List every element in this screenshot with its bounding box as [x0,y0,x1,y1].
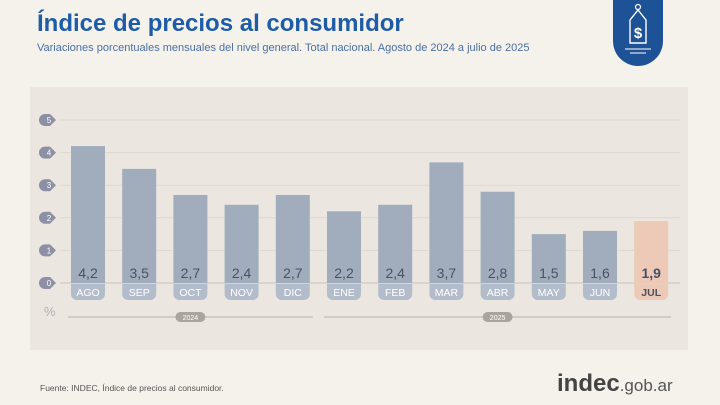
bar-abr [480,191,515,283]
x-tick-label: SEP [129,287,150,299]
y-tick-label: 3 [47,181,52,190]
x-tick-pill [122,284,157,300]
page-subtitle: Variaciones porcentuales mensuales del n… [37,42,530,54]
data-label: 1,9 [641,265,661,281]
x-tick-label: JUN [590,287,610,299]
y-tick-marker [39,211,56,224]
year-pill [482,312,513,322]
y-tick-marker [39,179,56,192]
data-label: 2,7 [181,265,201,281]
data-label: 2,4 [232,265,252,281]
y-tick-marker [39,114,56,126]
x-tick-pill [531,284,566,300]
x-tick-label: OCT [179,287,202,299]
year-label: 2025 [490,315,506,322]
x-tick-label: ENE [333,287,355,299]
y-tick-marker [39,277,56,289]
data-label: 2,7 [283,265,303,281]
x-tick-pill [173,284,208,300]
year-pill [175,312,206,322]
data-label: 2,4 [385,265,405,281]
bar-ene [327,211,361,283]
data-label: 2,8 [488,265,508,281]
bar-feb [378,204,413,283]
y-tick-label: 4 [47,149,52,158]
svg-text:$: $ [634,25,643,42]
x-tick-label: NOV [230,287,253,299]
x-tick-pill [634,284,669,300]
x-tick-label: DIC [284,287,303,299]
bar-ago [71,146,105,283]
x-tick-pill [378,284,413,300]
chart-panel: 0 1 2 3 4 5% 4,2 AGO 3,5 SEP 2,7 OCT 2,4 NOV 2,7 DIC 2,2… [30,87,688,350]
y-tick-label: 1 [47,246,52,255]
page-title: Índice de precios al consumidor [37,10,404,37]
x-tick-pill [327,284,361,300]
x-tick-label: MAY [538,287,560,299]
bar-jun [583,230,617,283]
data-label: 1,5 [539,265,559,281]
x-tick-label: JUL [641,287,661,299]
indec-logo[interactable]: indec.gob.ar [557,370,673,398]
bar-jul [634,221,669,283]
bar-sep [122,168,157,283]
year-label: 2024 [183,315,199,322]
y-tick-label: 2 [47,214,52,223]
bar-nov [224,204,259,283]
x-tick-label: AGO [76,287,99,299]
data-label: 3,5 [129,265,149,281]
price-tag-badge: $ [613,0,663,66]
x-tick-pill [71,284,105,300]
x-tick-pill [429,284,464,300]
bar-dic [275,194,310,283]
y-tick-label: 0 [47,279,52,288]
source-note: Fuente: INDEC, Índice de precios al cons… [40,383,224,393]
data-label: 1,6 [590,265,610,281]
data-label: 4,2 [78,265,98,281]
x-tick-pill [224,284,259,300]
x-tick-pill [275,284,310,300]
price-tag-icon: $ [625,3,651,54]
x-tick-label: MAR [435,287,459,299]
x-tick-pill [583,284,617,300]
logo-main: indec [557,370,620,397]
logo-suffix: .gob.ar [619,376,673,395]
x-tick-pill [480,284,515,300]
bar-mar [429,162,464,283]
y-tick-marker [39,146,56,159]
bar-chart: 0 1 2 3 4 5% 4,2 AGO 3,5 SEP 2,7 OCT 2,4 NOV 2,7 DIC 2,2… [39,114,680,322]
bar-may [531,234,566,283]
x-tick-label: ABR [487,287,509,299]
bar-oct [173,194,208,283]
y-tick-label: 5 [47,116,52,125]
y-axis-unit: % [44,304,56,319]
x-tick-label: FEB [385,287,405,299]
data-label: 2,2 [334,265,354,281]
data-label: 3,7 [437,265,457,281]
y-tick-marker [39,244,56,257]
